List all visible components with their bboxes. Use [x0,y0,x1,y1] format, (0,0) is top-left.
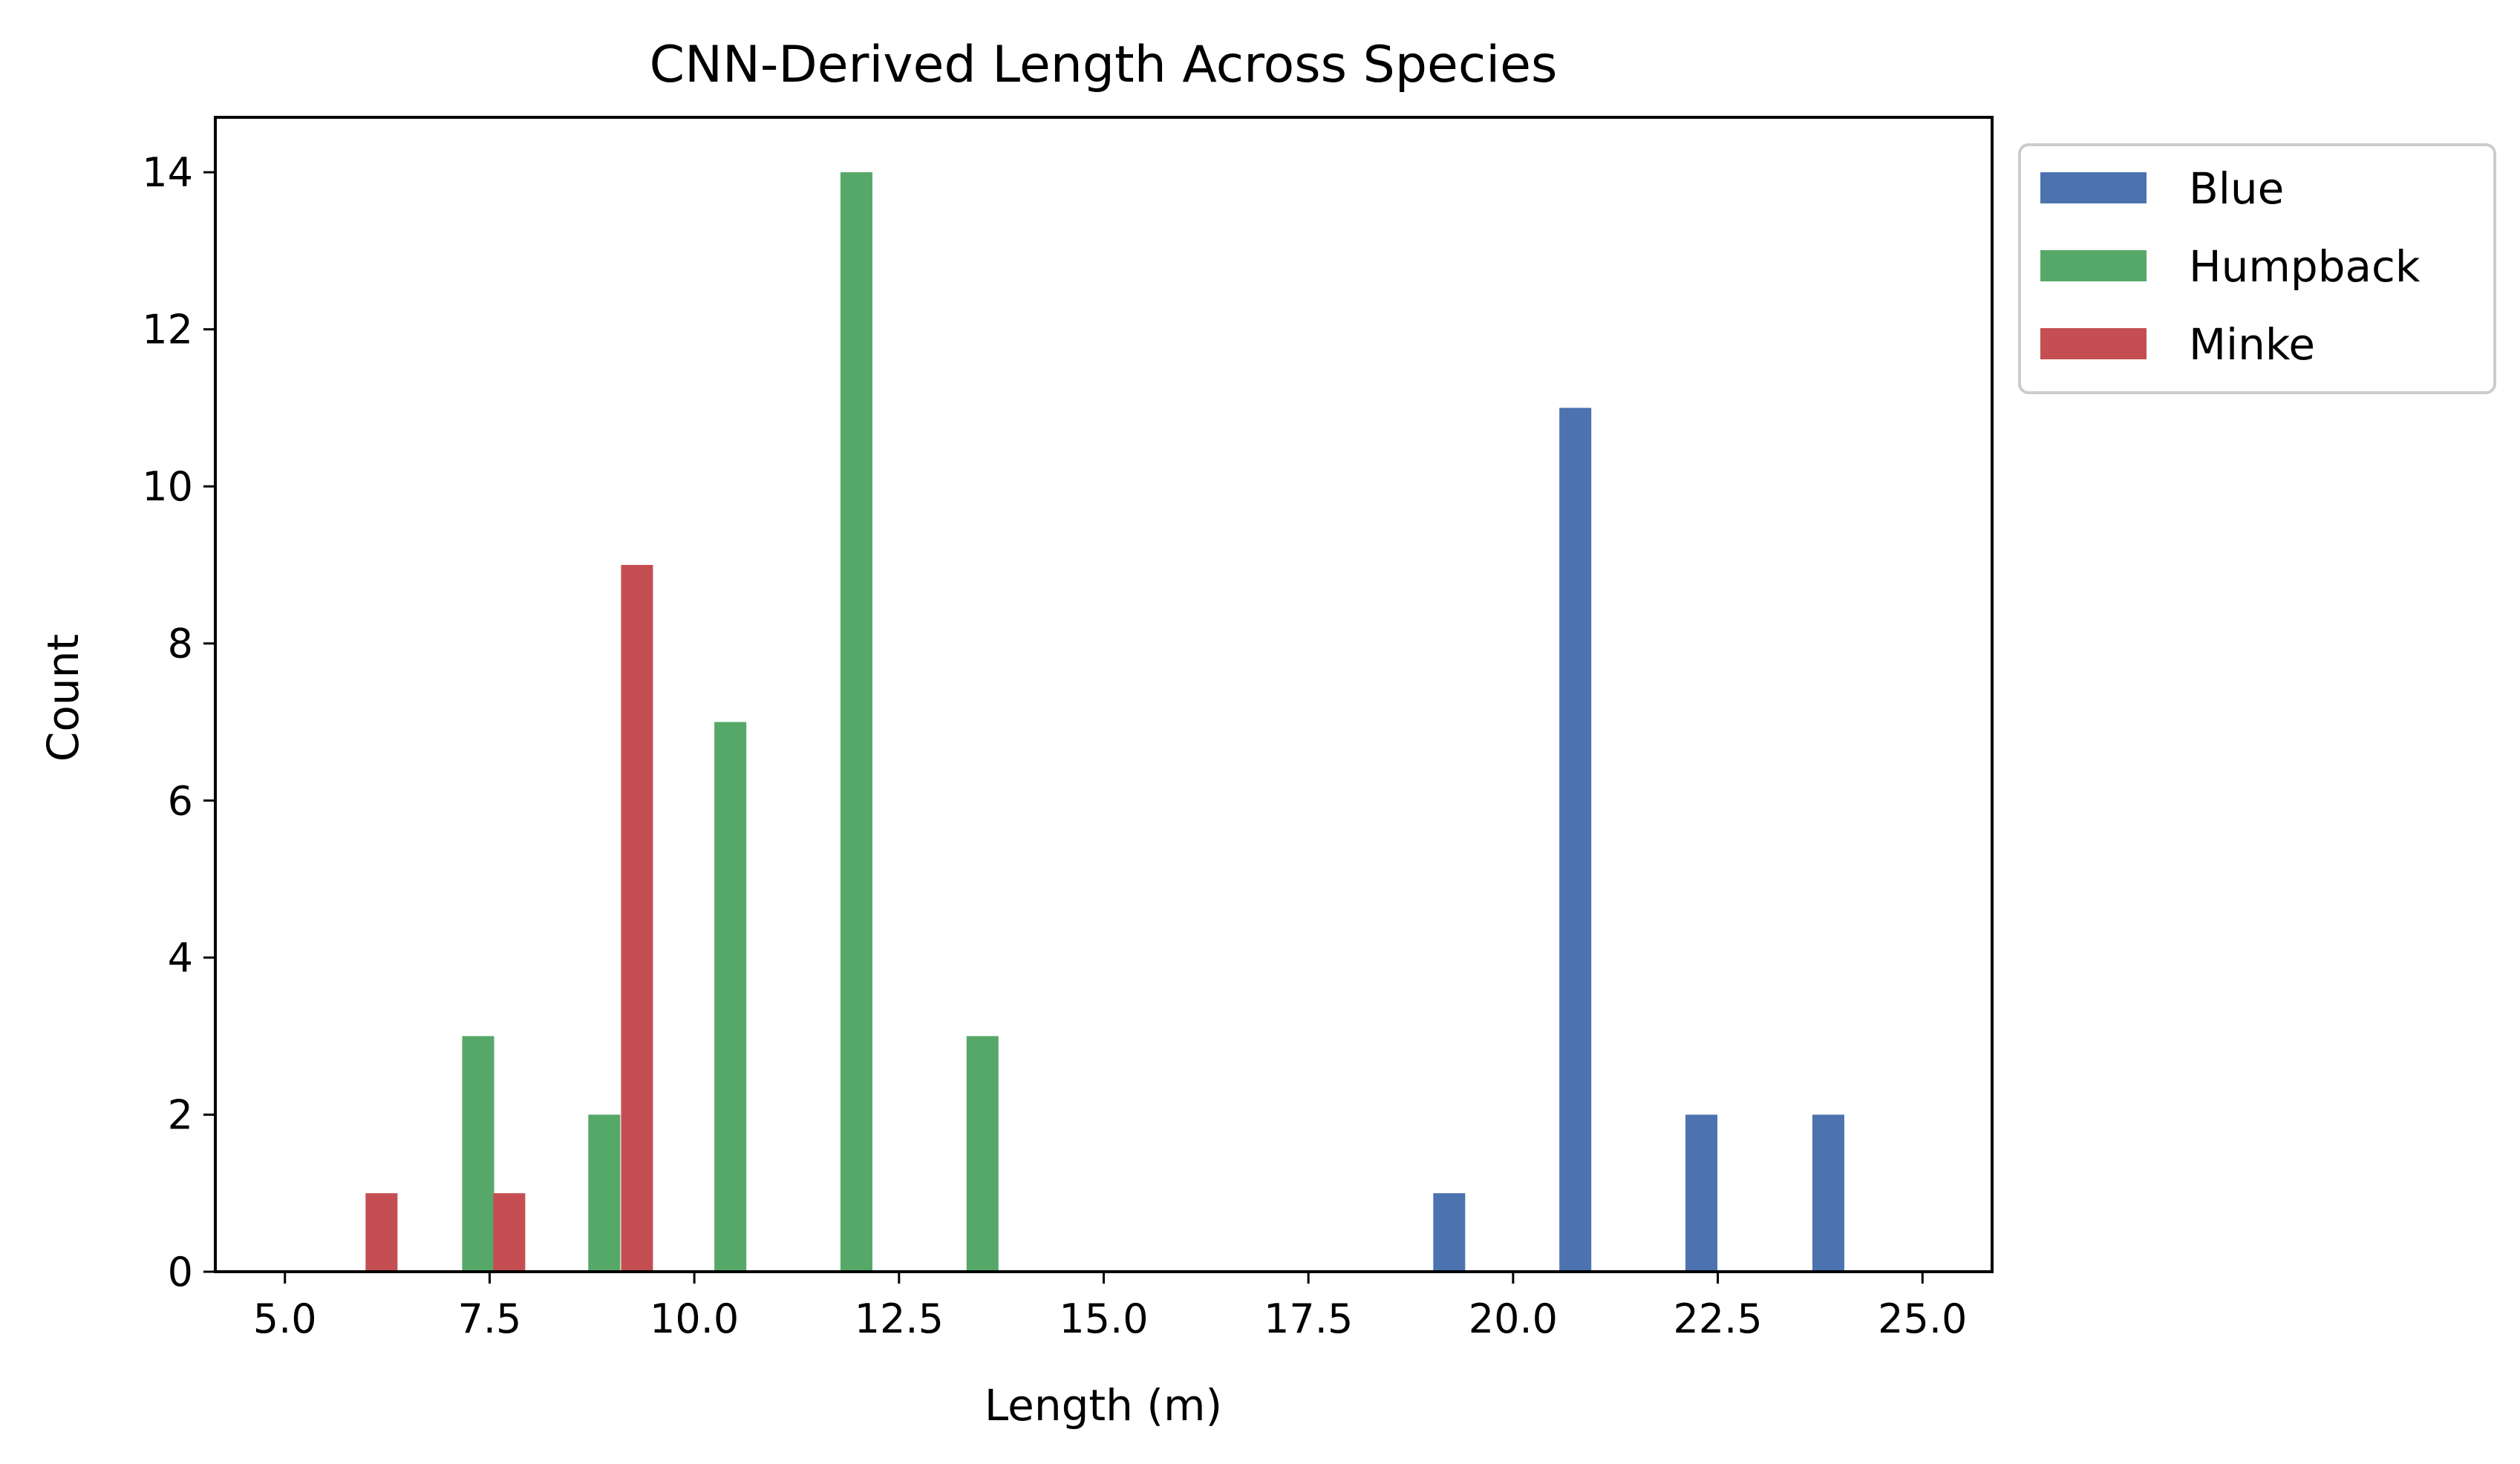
bar-humpback-1 [588,1114,621,1272]
bars [365,172,1844,1272]
plot-area: 5.0 7.5 10.0 12.5 15.0 17.5 20.0 22.5 25.0 0 2 4 6 8… [142,116,1994,1342]
bar-blue-2 [1685,1114,1718,1272]
x-tick-label: 7.5 [457,1295,521,1342]
y-tick-label: 6 [168,777,193,824]
legend-swatch-minke [2040,328,2147,359]
y-axis-label: Count [38,634,88,762]
y-tick-label: 2 [168,1091,193,1138]
y-tick-label: 8 [168,621,193,667]
y-tick-label: 12 [142,307,193,353]
x-axis-label: Length (m) [985,1380,1222,1431]
x-tick-label: 15.0 [1059,1295,1148,1342]
bar-humpback-3 [840,172,872,1272]
y-axis-ticks: 0 2 4 6 8 10 12 14 [142,149,215,1295]
x-tick-label: 25.0 [1878,1295,1967,1342]
plot-frame [214,116,1994,1273]
x-tick-label: 12.5 [855,1295,944,1342]
y-tick-label: 14 [142,149,193,196]
legend-swatch-blue [2040,172,2147,203]
legend-label-blue: Blue [2189,163,2284,214]
bar-blue-1 [1559,408,1592,1272]
x-tick-label: 5.0 [253,1295,317,1342]
y-tick-label: 10 [142,463,193,510]
bar-minke-0 [365,1193,398,1272]
bar-blue-0 [1433,1193,1466,1272]
chart-title: CNN-Derived Length Across Species [650,36,1558,94]
legend-label-humpback: Humpback [2189,241,2421,292]
bar-blue-3 [1812,1114,1844,1272]
bar-humpback-4 [966,1036,999,1272]
legend-swatch-humpback [2040,250,2147,281]
legend: Blue Humpback Minke [2018,143,2496,394]
bar-humpback-0 [462,1036,494,1272]
x-tick-label: 22.5 [1673,1295,1762,1342]
x-tick-label: 10.0 [650,1295,739,1342]
bar-minke-1 [493,1193,526,1272]
y-tick-label: 4 [168,935,193,981]
x-tick-label: 17.5 [1264,1295,1353,1342]
x-tick-label: 20.0 [1469,1295,1558,1342]
bar-humpback-2 [714,722,747,1272]
bar-minke-2 [621,564,653,1272]
y-tick-label: 0 [168,1249,193,1295]
legend-label-minke: Minke [2189,319,2315,370]
x-axis-ticks: 5.0 7.5 10.0 12.5 15.0 17.5 20.0 22.5 25.0 [253,1272,1967,1342]
